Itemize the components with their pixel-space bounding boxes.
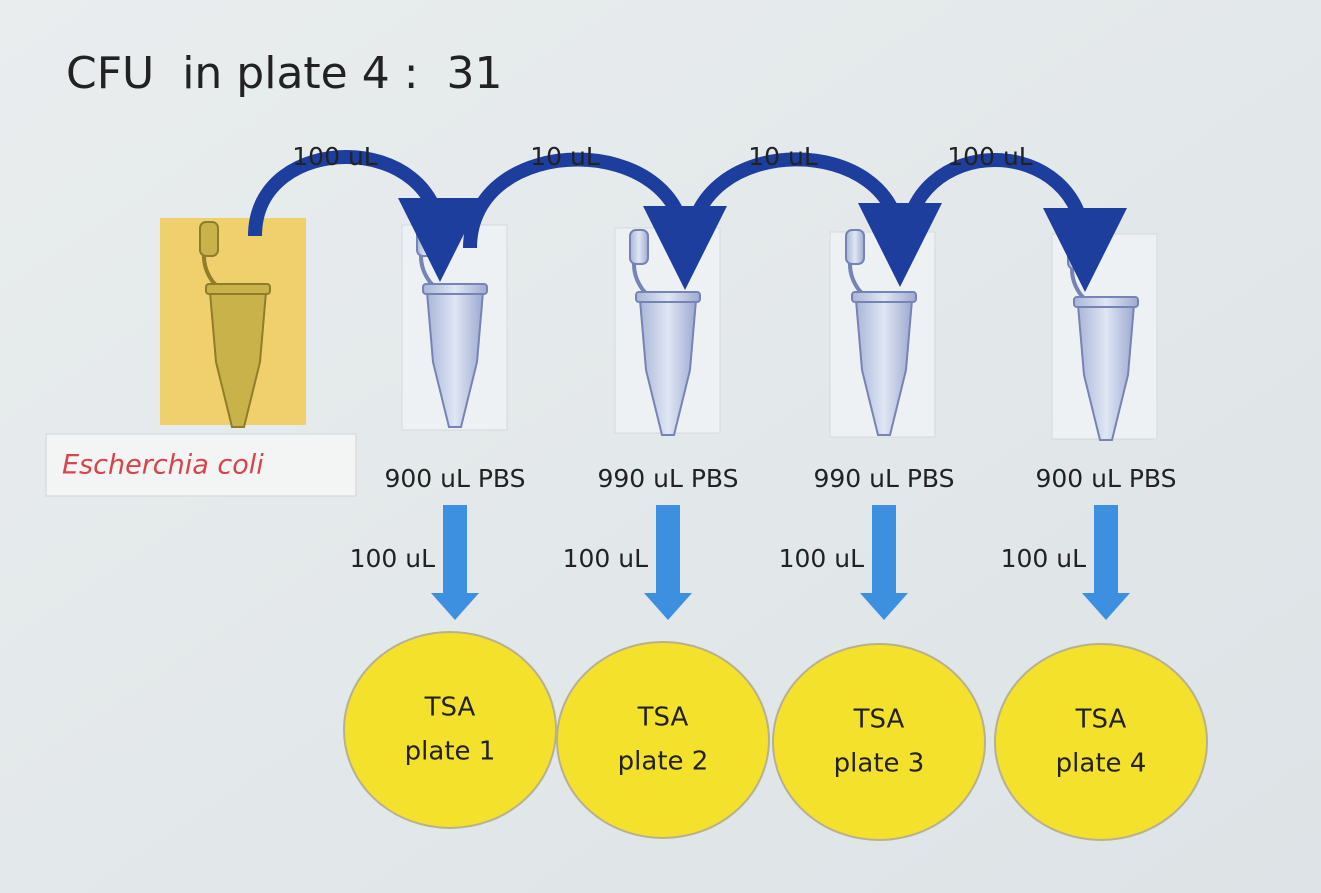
title: CFU in plate 4 : 31 bbox=[66, 48, 503, 99]
plating-arrow-shaft bbox=[656, 505, 680, 593]
plate bbox=[343, 631, 557, 829]
transfer-label: 10 uL bbox=[748, 142, 818, 171]
transfer-label: 100 uL bbox=[292, 142, 378, 171]
source-label-box bbox=[45, 433, 357, 497]
plate-medium: TSA bbox=[424, 693, 476, 723]
plate-medium: TSA bbox=[1075, 705, 1127, 735]
plating-arrow-head bbox=[644, 593, 692, 620]
plate bbox=[556, 641, 770, 839]
source-label: Escherchia coli bbox=[62, 450, 264, 481]
plate bbox=[772, 643, 986, 841]
tube-lid bbox=[629, 229, 649, 265]
transfer-arrow bbox=[898, 153, 1127, 292]
tube-lid bbox=[199, 221, 219, 257]
transfer-label: 100 uL bbox=[947, 142, 1033, 171]
tube-rim bbox=[1073, 296, 1139, 308]
plating-volume: 100 uL bbox=[563, 544, 649, 573]
plate-name: plate 1 bbox=[405, 737, 496, 767]
plate-medium: TSA bbox=[853, 705, 905, 735]
transfer-arrow bbox=[248, 150, 482, 282]
plating-arrow-head bbox=[860, 593, 908, 620]
plate-medium: TSA bbox=[637, 703, 689, 733]
tube-label: 900 uL PBS bbox=[1035, 464, 1176, 493]
tube-label: 990 uL PBS bbox=[597, 464, 738, 493]
plating-arrow-head bbox=[431, 593, 479, 620]
tube-rim bbox=[635, 291, 701, 303]
plate-name: plate 4 bbox=[1056, 749, 1147, 779]
tube-label: 900 uL PBS bbox=[384, 464, 525, 493]
plating-arrow-shaft bbox=[1094, 505, 1118, 593]
transfer-arrow bbox=[683, 152, 942, 287]
plating-arrow-shaft bbox=[443, 505, 467, 593]
plating-arrow-shaft bbox=[872, 505, 896, 593]
tube-label: 990 uL PBS bbox=[813, 464, 954, 493]
transfer-arrow bbox=[463, 152, 727, 290]
tube-lid bbox=[845, 229, 865, 265]
plate-name: plate 3 bbox=[834, 749, 925, 779]
plate-name: plate 2 bbox=[618, 747, 709, 777]
tube-rim bbox=[422, 283, 488, 295]
plate bbox=[994, 643, 1208, 841]
plating-volume: 100 uL bbox=[350, 544, 436, 573]
plating-volume: 100 uL bbox=[779, 544, 865, 573]
plating-arrow-head bbox=[1082, 593, 1130, 620]
transfer-label: 10 uL bbox=[530, 142, 600, 171]
tube-rim bbox=[851, 291, 917, 303]
tube-rim bbox=[205, 283, 271, 295]
plating-volume: 100 uL bbox=[1001, 544, 1087, 573]
